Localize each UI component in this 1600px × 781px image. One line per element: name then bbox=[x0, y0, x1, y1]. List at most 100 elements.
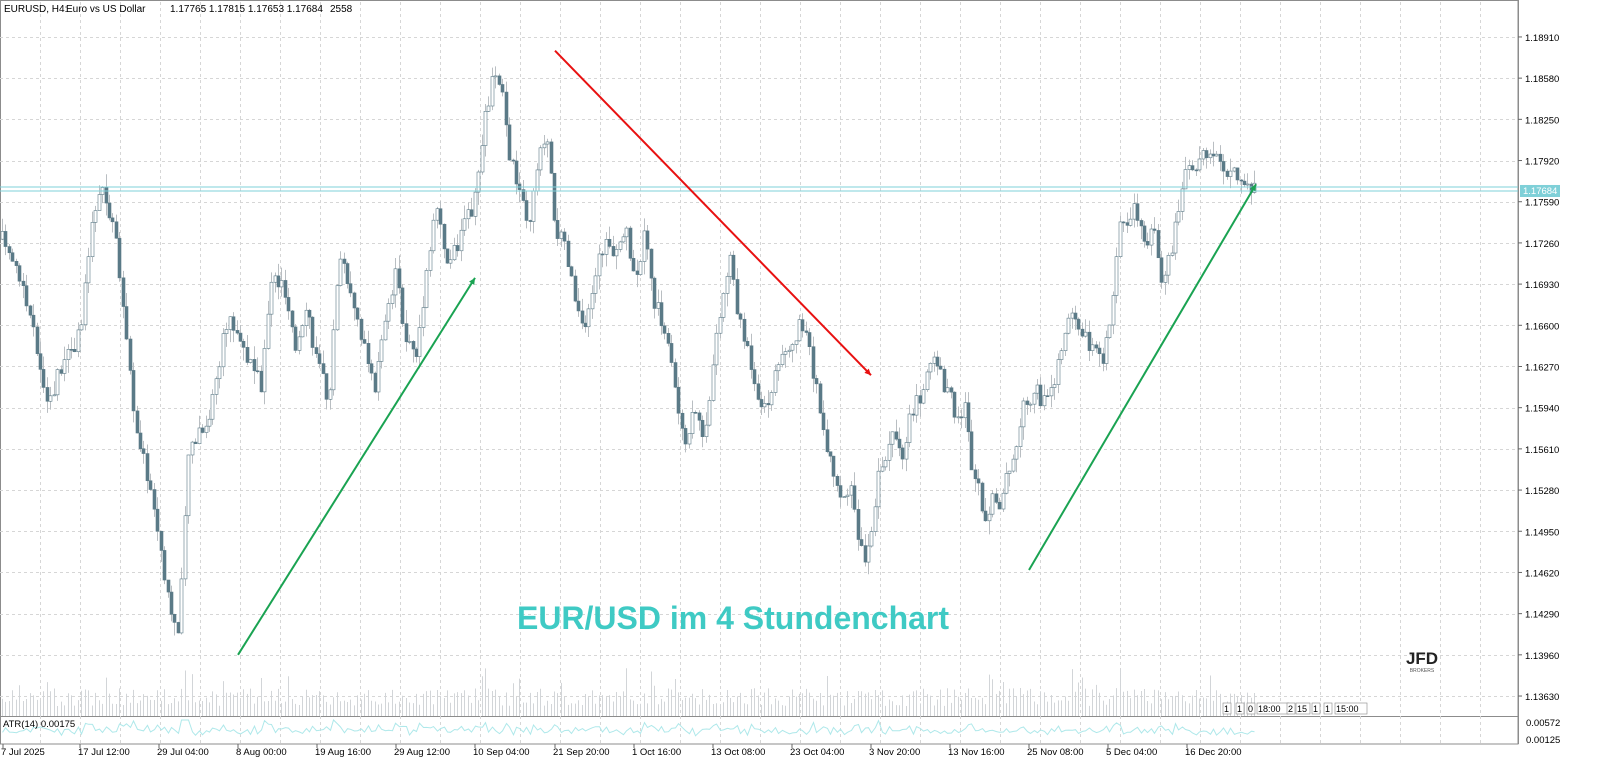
candle-down bbox=[635, 270, 640, 275]
candle-down bbox=[1038, 384, 1043, 407]
candle-down bbox=[1121, 221, 1126, 224]
candle-down bbox=[600, 253, 605, 256]
candle-down bbox=[611, 246, 616, 257]
candle-down bbox=[976, 478, 981, 484]
candle-down bbox=[1076, 318, 1081, 330]
candle-down bbox=[821, 412, 826, 431]
x-tick-label: 16 Dec 20:00 bbox=[1185, 747, 1242, 758]
candle-down bbox=[800, 319, 805, 332]
candle-down bbox=[497, 75, 502, 85]
candle-up bbox=[224, 329, 229, 334]
trendline-up-2[interactable] bbox=[1028, 183, 1257, 571]
candle-down bbox=[152, 489, 157, 510]
candle-up bbox=[179, 578, 184, 634]
candle-down bbox=[649, 248, 654, 279]
candle-down bbox=[138, 432, 143, 450]
candle-down bbox=[1156, 230, 1161, 259]
candle-up bbox=[210, 394, 215, 420]
candle-up bbox=[490, 76, 495, 107]
time-label-box bbox=[1246, 702, 1256, 715]
x-tick-label: 19 Aug 16:00 bbox=[315, 747, 371, 758]
candle-down bbox=[121, 277, 126, 307]
candle-down bbox=[1225, 170, 1230, 177]
candle-up bbox=[473, 191, 478, 217]
x-tick-label: 13 Oct 08:00 bbox=[711, 747, 765, 758]
candle-down bbox=[1152, 228, 1157, 231]
axes: 1.18910 1.18580 1.18250 1.17920 1.17590 1.172… bbox=[1, 0, 1559, 758]
candle-up bbox=[1001, 492, 1006, 510]
candle-up bbox=[907, 413, 912, 443]
candle-down bbox=[166, 579, 171, 593]
candle-up bbox=[904, 442, 909, 460]
time-label-text: 1 bbox=[1237, 704, 1242, 714]
candle-down bbox=[1135, 203, 1140, 221]
candle-up bbox=[704, 424, 709, 438]
candle-down bbox=[814, 378, 819, 385]
candle-down bbox=[938, 365, 943, 370]
candle-down bbox=[511, 159, 516, 162]
candle-up bbox=[1208, 153, 1213, 159]
candle-down bbox=[994, 493, 999, 503]
candle-down bbox=[838, 485, 843, 498]
candle-down bbox=[397, 268, 402, 289]
candle-up bbox=[1173, 221, 1178, 254]
candle-up bbox=[62, 359, 67, 374]
candle-up bbox=[790, 344, 795, 351]
time-label-text: 2 bbox=[1288, 704, 1293, 714]
candle-down bbox=[1211, 153, 1216, 157]
trendline-up-1[interactable] bbox=[237, 277, 476, 656]
candle-down bbox=[507, 124, 512, 161]
candle-up bbox=[1049, 387, 1054, 397]
trendline-down-0[interactable] bbox=[554, 49, 872, 376]
candle-down bbox=[693, 412, 698, 414]
candle-down bbox=[1194, 169, 1199, 172]
trendlines[interactable] bbox=[237, 49, 1257, 656]
candle-down bbox=[997, 502, 1002, 510]
candle-down bbox=[863, 545, 868, 563]
y-tick-label: 1.14620 bbox=[1525, 568, 1559, 579]
candle-down bbox=[1242, 180, 1247, 186]
candle-up bbox=[0, 231, 5, 240]
atr-indicator-window bbox=[2, 719, 1255, 737]
candle-up bbox=[269, 281, 274, 315]
candle-down bbox=[935, 356, 940, 367]
x-tick-label: 7 Jul 2025 bbox=[1, 747, 45, 758]
candle-up bbox=[428, 250, 433, 271]
trendline-arrowhead bbox=[469, 277, 475, 285]
candle-down bbox=[852, 485, 857, 510]
candle-down bbox=[310, 316, 315, 348]
candle-up bbox=[1107, 324, 1112, 338]
candle-down bbox=[28, 305, 33, 316]
candle-down bbox=[566, 240, 571, 267]
candle-up bbox=[1183, 169, 1188, 190]
candle-up bbox=[338, 258, 343, 286]
current-price-line bbox=[0, 186, 1518, 192]
candle-up bbox=[780, 353, 785, 365]
candle-up bbox=[197, 427, 202, 445]
candle-up bbox=[1149, 228, 1154, 246]
candle-down bbox=[141, 448, 146, 454]
candle-down bbox=[552, 172, 557, 221]
candle-up bbox=[707, 400, 712, 426]
trendline-arrowhead bbox=[1250, 184, 1256, 192]
candle-up bbox=[873, 506, 878, 532]
y-tick-label: 1.18250 bbox=[1525, 115, 1559, 126]
candle-up bbox=[93, 210, 98, 223]
time-label-box bbox=[1295, 702, 1311, 715]
candle-down bbox=[662, 325, 667, 334]
candle-down bbox=[124, 306, 129, 340]
candle-down bbox=[290, 310, 295, 328]
candle-down bbox=[135, 410, 140, 434]
candle-down bbox=[7, 246, 12, 254]
candle-up bbox=[787, 349, 792, 352]
candle-up bbox=[190, 441, 195, 456]
candle-up bbox=[604, 239, 609, 255]
candle-down bbox=[45, 387, 50, 402]
candle-up bbox=[1028, 403, 1033, 406]
candle-down bbox=[445, 248, 450, 264]
candle-down bbox=[128, 338, 133, 371]
candle-down bbox=[404, 323, 409, 343]
time-label-text: 18:00 bbox=[1258, 704, 1281, 714]
